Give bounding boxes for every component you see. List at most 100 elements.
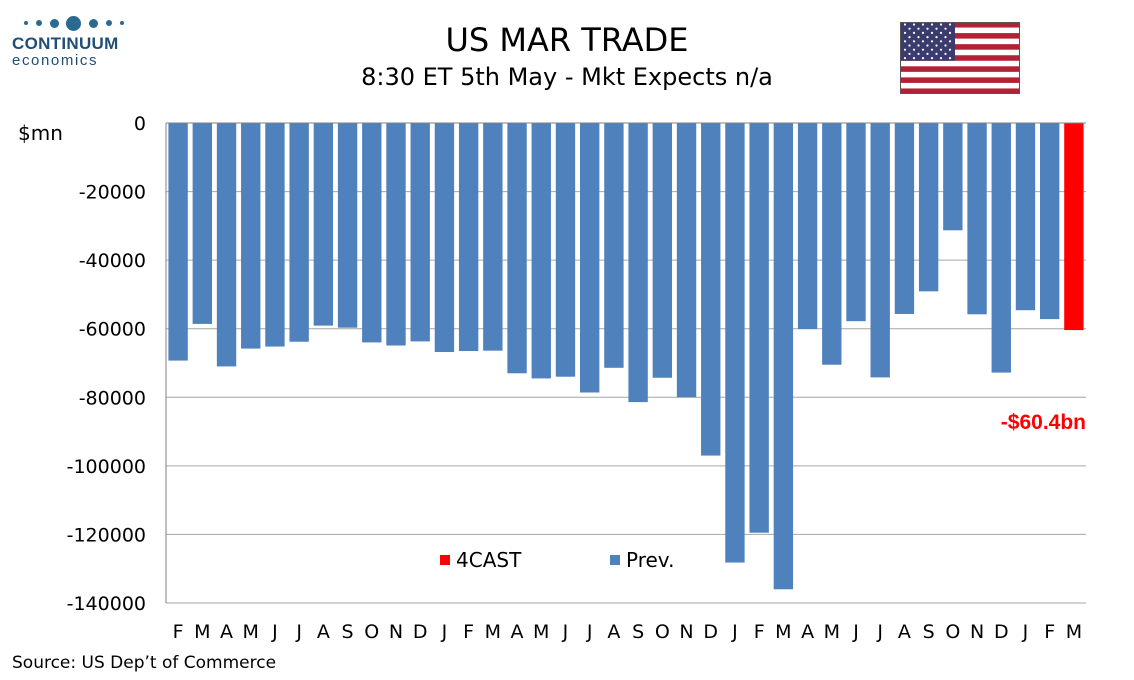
x-tick-label: M <box>533 621 549 643</box>
x-tick-label: J <box>876 621 883 643</box>
x-tick-label: M <box>485 621 501 643</box>
x-tick-label: O <box>655 621 670 643</box>
prev-bar <box>846 123 866 322</box>
prev-bar <box>822 123 842 365</box>
prev-bar <box>918 123 939 292</box>
legend-label-prev: Prev. <box>626 548 675 572</box>
x-tick-label: J <box>441 621 448 643</box>
y-tick-label: -140000 <box>67 593 146 615</box>
prev-bar <box>604 123 624 368</box>
x-tick-label: A <box>220 621 233 643</box>
prev-bar <box>168 123 188 361</box>
x-tick-label: N <box>679 621 693 643</box>
y-tick-label: 0 <box>134 113 146 135</box>
prev-bar <box>943 123 963 231</box>
y-axis-unit-label: $mn <box>18 121 63 145</box>
x-tick-label: A <box>511 621 524 643</box>
prev-bar <box>216 123 237 367</box>
us-flag-icon <box>900 22 1020 94</box>
prev-bar <box>410 123 430 342</box>
prev-bar <box>725 123 745 563</box>
prev-bar <box>313 123 334 326</box>
logo-dots-icon <box>12 14 134 32</box>
x-tick-label: A <box>607 621 620 643</box>
y-tick-label: -60000 <box>79 319 146 341</box>
prev-bar <box>749 123 769 533</box>
prev-bar <box>458 123 479 351</box>
x-tick-label: A <box>801 621 814 643</box>
prev-bar <box>580 123 600 393</box>
x-tick-label: J <box>271 621 278 643</box>
x-tick-label: J <box>562 621 569 643</box>
prev-bar <box>797 123 818 330</box>
x-tick-label: O <box>364 621 379 643</box>
x-tick-label: M <box>775 621 791 643</box>
prev-bar <box>337 123 358 328</box>
legend-label-4cast: 4CAST <box>456 548 522 572</box>
legend-item-prev: Prev. <box>610 548 674 572</box>
prev-bar <box>894 123 915 314</box>
x-tick-label: O <box>945 621 960 643</box>
prev-bar <box>289 123 309 342</box>
prev-bar <box>483 123 503 351</box>
prev-bar <box>434 123 455 353</box>
y-tick-label: -120000 <box>67 524 146 546</box>
source-note: Source: US Dep’t of Commerce <box>12 653 277 673</box>
prev-bar <box>507 123 527 374</box>
prev-bar <box>192 123 212 324</box>
x-tick-label: S <box>342 621 354 643</box>
x-tick-label: D <box>703 621 718 643</box>
prev-bar <box>967 123 987 315</box>
x-tick-label: J <box>731 621 738 643</box>
prev-bar <box>652 123 672 378</box>
prev-bar <box>386 123 406 346</box>
legend-swatch-4cast <box>440 555 450 565</box>
y-tick-label: -40000 <box>79 250 146 272</box>
legend-item-4cast: 4CAST <box>440 548 521 572</box>
logo-brand-text: CONTINUUM <box>12 34 119 53</box>
x-tick-label: J <box>1022 621 1029 643</box>
x-tick-label: S <box>923 621 935 643</box>
x-tick-label: D <box>994 621 1009 643</box>
prev-bar <box>628 123 648 403</box>
prev-bar <box>676 123 697 398</box>
x-tick-label: A <box>317 621 330 643</box>
prev-bar <box>773 123 794 590</box>
x-tick-label: M <box>1066 621 1082 643</box>
forecast-bar <box>1064 123 1084 331</box>
x-tick-label: M <box>243 621 259 643</box>
x-tick-label: F <box>754 621 765 643</box>
y-tick-label: -80000 <box>79 387 146 409</box>
legend-swatch-prev <box>610 555 620 565</box>
x-tick-label: M <box>824 621 840 643</box>
x-tick-label: J <box>852 621 859 643</box>
logo-sub-text: economics <box>12 52 99 69</box>
continuum-logo: CONTINUUM economics <box>12 14 134 69</box>
prev-bar <box>701 123 721 456</box>
x-tick-label: F <box>173 621 184 643</box>
x-tick-label: D <box>413 621 428 643</box>
x-tick-label: M <box>194 621 210 643</box>
y-tick-label: -100000 <box>67 456 146 478</box>
x-tick-label: J <box>586 621 593 643</box>
prev-bar <box>241 123 261 349</box>
prev-bar <box>1015 123 1036 311</box>
x-tick-label: A <box>898 621 911 643</box>
y-tick-label: -20000 <box>79 182 146 204</box>
x-tick-label: N <box>389 621 403 643</box>
chart-subtitle: 8:30 ET 5th May - Mkt Expects n/a <box>361 63 773 91</box>
x-tick-label: J <box>295 621 302 643</box>
x-tick-label: F <box>1044 621 1055 643</box>
x-tick-label: F <box>463 621 474 643</box>
x-tick-label: N <box>970 621 984 643</box>
prev-bar <box>1040 123 1060 320</box>
prev-bar <box>265 123 285 347</box>
forecast-value-label: -$60.4bn <box>1001 411 1086 434</box>
prev-bar <box>991 123 1011 373</box>
chart-title: US MAR TRADE <box>445 21 689 59</box>
x-tick-label: S <box>632 621 644 643</box>
prev-bar <box>362 123 382 343</box>
prev-bar <box>870 123 890 378</box>
prev-bar <box>531 123 551 379</box>
